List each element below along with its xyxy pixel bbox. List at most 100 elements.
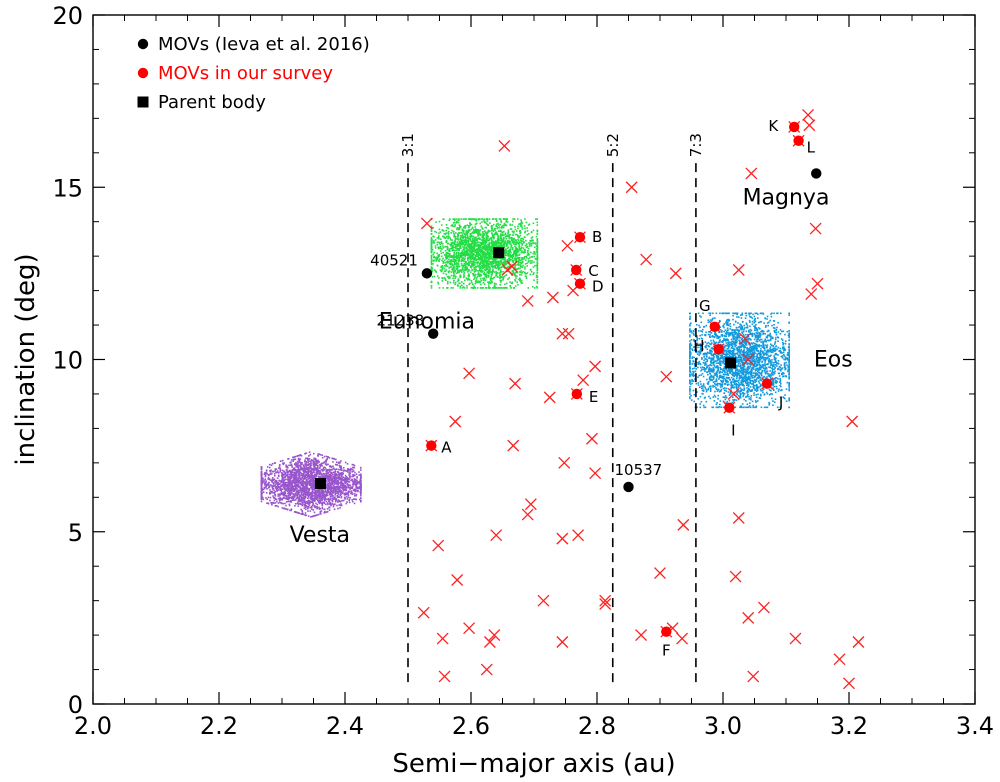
family-dot [494,285,496,287]
family-dot [274,490,276,493]
family-dot [514,253,517,255]
family-dot [287,498,290,501]
family-dot [337,496,340,498]
family-dot [288,485,291,487]
family-dot [320,489,323,492]
family-dot [285,469,288,471]
family-dot [313,476,316,478]
family-dot [499,235,502,238]
family-dot [334,471,336,474]
family-dot [430,257,433,260]
family-dot [460,270,463,272]
family-dot [286,488,288,491]
family-dot [497,287,500,289]
family-dot [279,488,282,490]
family-dot [486,232,488,235]
family-dot [355,493,358,496]
family-dot [320,513,322,515]
family-dot [447,232,450,234]
family-dot [487,267,489,269]
family-dot [354,498,357,501]
family-dot [342,487,345,489]
family-dot [533,272,535,274]
family-dot [433,259,435,262]
family-dot [271,503,273,506]
family-dot [502,224,504,227]
family-dot [515,257,518,260]
family-dot [315,475,317,477]
family-dot [287,487,290,490]
family-dot [461,229,464,232]
family-dot [312,515,315,517]
family-dot [483,248,485,250]
family-dot [487,257,490,260]
family-dot [512,254,514,256]
family-dot [285,494,287,497]
family-dot [330,493,333,495]
family-dot [536,260,539,262]
family-dot [521,244,523,246]
family-dot [312,481,314,484]
family-dot [273,470,275,473]
family-dot [446,257,448,259]
family-dot [536,229,539,232]
family-dot [267,474,270,476]
family-dot [344,497,346,499]
family-dot [301,482,304,484]
family-dot [293,480,295,483]
family-dot [516,254,518,256]
family-dot [302,488,305,490]
family-dot [286,465,289,468]
family-dot [450,274,453,277]
family-dot [338,499,340,502]
family-dot [300,466,302,468]
family-dot [492,235,494,238]
family-dot [329,498,332,501]
family-dot [457,263,460,265]
family-dot [307,475,310,477]
family-dot [494,240,497,242]
family-dot [292,460,295,462]
family-dot [336,488,338,491]
family-dot [454,266,456,268]
family-dot [313,498,316,500]
family-dot [520,262,522,264]
family-dot [503,241,506,243]
family-dot [473,271,476,273]
family-dot [333,482,335,485]
family-dot [471,281,473,284]
family-dot [315,464,318,467]
family-dot [501,234,503,237]
family-dot [264,475,267,478]
family-dot [438,277,440,279]
family-dot [486,248,488,250]
family-dot [305,491,307,494]
family-dot [474,267,477,269]
family-dot [312,503,314,505]
family-dot [302,469,305,472]
family-dot [512,218,514,220]
family-dot [295,490,298,492]
family-dot [330,468,333,471]
family-dot [350,487,353,490]
family-dot [280,460,282,462]
family-dot [479,222,481,225]
family-dot [439,250,442,252]
family-dot [503,255,506,257]
family-dot [490,254,492,256]
family-dot [482,262,484,265]
family-dot [266,488,268,490]
family-dot [470,228,473,231]
family-dot [293,463,296,466]
family-dot [339,462,341,464]
family-dot [469,233,471,235]
family-dot [293,484,296,487]
family-dot [468,255,471,257]
family-dot [288,504,291,507]
family-dot [322,493,324,495]
family-dot [297,474,300,476]
family-dot [466,233,468,235]
family-dot [341,487,343,489]
family-dot [536,280,539,283]
family-dot [486,261,489,264]
